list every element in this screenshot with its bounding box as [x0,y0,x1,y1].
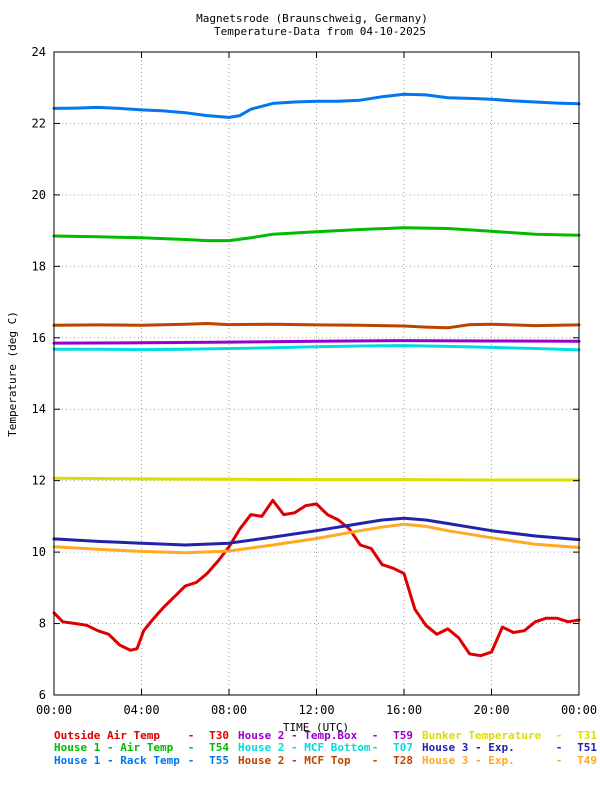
legend-code: T30 [209,729,229,742]
legend-label: House 3 - Exp. [422,754,515,767]
y-tick-label: 8 [39,617,46,631]
legend-dash: - [188,754,195,767]
legend-code: T28 [393,754,413,767]
x-tick-label: 08:00 [211,703,247,717]
series-lines [52,92,581,658]
x-tick-label: 16:00 [386,703,422,717]
y-tick-label: 22 [32,116,46,130]
series-line-t49 [52,522,581,555]
legend-code: T49 [577,754,597,767]
legend-label: House 1 - Air Temp [54,741,174,754]
legend-dash: - [556,741,563,754]
series-line-t28 [52,322,581,330]
x-tick-label: 20:00 [473,703,509,717]
legend-dash: - [372,754,379,767]
legend-code: T54 [209,741,229,754]
chart-subtitle: Temperature-Data from 04-10-2025 [214,25,426,38]
y-axis-label: Temperature (deg C) [6,311,19,437]
x-tick-label: 00:00 [561,703,597,717]
legend-code: T51 [577,741,597,754]
y-tick-label: 24 [32,45,46,59]
legend-code: T59 [393,729,413,742]
legend-dash: - [372,741,379,754]
legend-dash: - [556,754,563,767]
grid [54,52,579,695]
legend-label: Outside Air Temp [54,729,160,742]
series-line-t07 [52,344,581,352]
legend-code: T55 [209,754,229,767]
y-tick-label: 6 [39,688,46,702]
y-tick-label: 16 [32,331,46,345]
legend-dash: - [556,729,563,742]
series-line-t31 [52,476,581,482]
legend-label: House 3 - Exp. [422,741,515,754]
legend: Outside Air Temp - T30 House 1 - Air Temp - T… [54,729,597,767]
legend-label: House 2 - MCF Bottom [238,741,371,754]
y-tick-label: 18 [32,259,46,273]
chart-title: Magnetsrode (Braunschweig, Germany) [196,12,428,25]
x-tick-label: 12:00 [298,703,334,717]
legend-label: House 2 - Temp.Box [238,729,358,742]
y-tick-label: 20 [32,188,46,202]
series-line-t54 [52,226,581,243]
legend-dash: - [188,729,195,742]
series-line-t59 [52,339,581,345]
legend-code: T31 [577,729,597,742]
y-tick-label: 14 [32,402,46,416]
series-line-t55 [52,92,581,119]
legend-code: T07 [393,741,413,754]
legend-dash: - [372,729,379,742]
legend-label: House 2 - MCF Top [238,754,351,767]
y-tick-label: 10 [32,545,46,559]
series-line-t51 [52,516,581,547]
series-line-t30 [52,498,581,658]
legend-dash: - [188,741,195,754]
x-tick-label: 04:00 [123,703,159,717]
x-tick-label: 00:00 [36,703,72,717]
legend-label: House 1 - Rack Temp [54,754,180,767]
axis-ticks: 6 8 10 12 14 16 18 20 22 24 00:00 04:00 08:00 12:00 16… [32,45,598,717]
y-tick-label: 12 [32,474,46,488]
x-axis-label: TIME (UTC) [283,721,349,734]
legend-label: Bunker Temperature [422,729,542,742]
